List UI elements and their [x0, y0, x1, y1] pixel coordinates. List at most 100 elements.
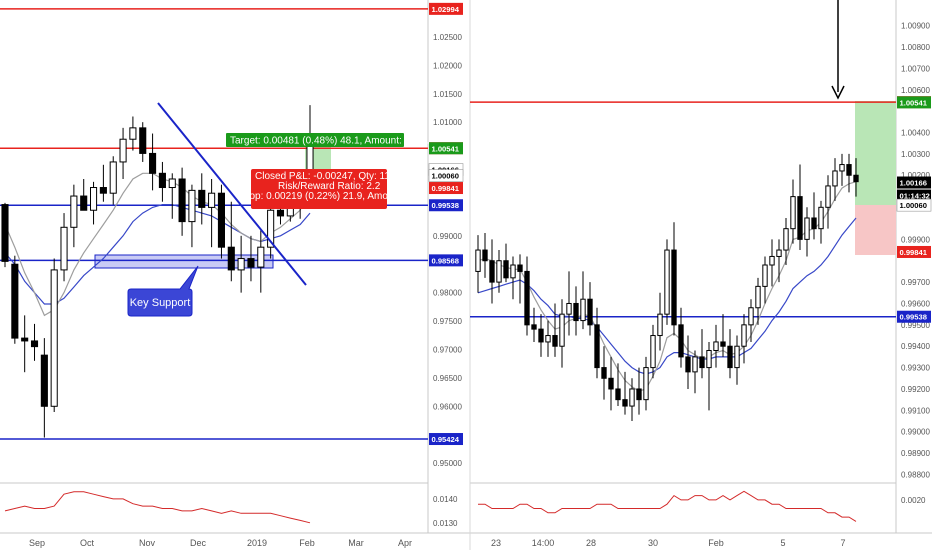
left-price-pane[interactable] — [0, 0, 428, 483]
candle[interactable] — [741, 314, 747, 364]
price-tag-support[interactable]: 0.95424 — [429, 433, 463, 446]
candle[interactable] — [89, 181, 98, 225]
price-tag-current[interactable]: 1.00166 — [897, 176, 931, 189]
candle[interactable] — [482, 232, 488, 278]
indicator-series[interactable] — [4, 491, 311, 524]
candle[interactable] — [21, 315, 29, 373]
candle[interactable] — [109, 156, 117, 205]
candle[interactable] — [699, 329, 705, 379]
candle[interactable] — [713, 324, 719, 368]
candle[interactable] — [818, 200, 824, 244]
candle[interactable] — [825, 175, 831, 229]
candle[interactable] — [227, 201, 235, 282]
candle[interactable] — [237, 235, 245, 293]
candle[interactable] — [685, 335, 691, 389]
candle[interactable] — [608, 356, 614, 411]
candle[interactable] — [247, 235, 255, 282]
key-support-shaded-area[interactable] — [94, 254, 274, 269]
candle[interactable] — [496, 250, 502, 293]
candle[interactable] — [832, 158, 838, 201]
candle[interactable] — [510, 256, 516, 300]
candle[interactable] — [566, 271, 572, 336]
candle[interactable] — [748, 299, 754, 342]
candle[interactable] — [811, 192, 817, 240]
candle[interactable] — [545, 320, 551, 357]
candle[interactable] — [755, 277, 761, 325]
candle[interactable] — [797, 164, 803, 251]
candle[interactable] — [720, 314, 726, 357]
candle[interactable] — [783, 217, 789, 266]
left-indicator-pane[interactable] — [0, 483, 428, 533]
candle[interactable] — [643, 356, 649, 411]
candle[interactable] — [149, 133, 157, 191]
candle[interactable] — [531, 307, 537, 342]
key-support-callout[interactable]: Key Support — [127, 265, 199, 317]
candle[interactable] — [168, 173, 176, 219]
down-arrow[interactable] — [831, 0, 845, 100]
candle[interactable] — [678, 307, 684, 368]
candle[interactable] — [475, 235, 481, 293]
candle[interactable] — [846, 153, 852, 193]
candle[interactable] — [503, 243, 509, 283]
candle[interactable] — [664, 239, 670, 325]
candle[interactable] — [762, 256, 768, 304]
candle[interactable] — [650, 324, 656, 379]
candle[interactable] — [1, 202, 9, 268]
candle[interactable] — [839, 153, 845, 186]
candle[interactable] — [188, 184, 196, 248]
candle[interactable] — [790, 179, 796, 244]
candle[interactable] — [178, 167, 186, 236]
candle[interactable] — [119, 127, 127, 179]
candle[interactable] — [734, 335, 740, 385]
price-tag-target[interactable]: 1.00541 — [429, 142, 463, 155]
candle[interactable] — [30, 323, 39, 361]
candle[interactable] — [524, 256, 530, 336]
price-tag-neutral[interactable]: 1.00060 — [896, 198, 932, 212]
candle[interactable] — [601, 346, 607, 400]
stop-label[interactable]: Stop: 0.00219 (0.22%) 21.9, Amount: 750 — [240, 191, 424, 202]
candle[interactable] — [573, 286, 579, 336]
price-tag-support[interactable]: 0.99538 — [897, 310, 931, 323]
key-support-box[interactable] — [94, 254, 274, 269]
candle[interactable] — [60, 213, 68, 282]
candle[interactable] — [776, 239, 782, 283]
candle[interactable] — [671, 222, 677, 336]
candle[interactable] — [769, 239, 775, 287]
candle[interactable] — [267, 201, 275, 259]
candle[interactable] — [629, 378, 635, 422]
candle[interactable] — [11, 255, 19, 344]
left-time-axis[interactable]: Sep Oct Nov Dec 2019 Feb Mar Apr — [29, 538, 412, 548]
candle[interactable] — [692, 350, 698, 394]
candle[interactable] — [80, 178, 88, 211]
candle[interactable] — [594, 307, 600, 379]
moving-average-slow[interactable] — [477, 217, 857, 375]
right-stop-zone[interactable] — [855, 205, 896, 255]
right-time-axis[interactable]: 23 14:00 28 30 Feb 5 7 — [491, 538, 846, 548]
price-tag-stop[interactable]: 0.99841 — [429, 182, 463, 195]
candle[interactable] — [706, 341, 712, 411]
descending-trendline[interactable] — [157, 102, 307, 286]
candle[interactable] — [489, 239, 495, 304]
candle[interactable] — [40, 338, 48, 438]
candle[interactable] — [208, 178, 216, 248]
key-support-callout-bubble[interactable] — [127, 265, 199, 317]
candle[interactable] — [129, 116, 137, 151]
candle[interactable] — [517, 254, 523, 304]
candle[interactable] — [727, 329, 733, 379]
candle[interactable] — [50, 258, 58, 412]
price-tag-resistance[interactable]: 1.02994 — [429, 2, 463, 15]
risk-reward-label[interactable]: Risk/Reward Ratio: 2.2 — [278, 181, 381, 192]
candle[interactable] — [587, 282, 593, 336]
right-target-zone[interactable] — [855, 101, 896, 205]
candle[interactable] — [636, 367, 642, 415]
candle[interactable] — [853, 158, 859, 197]
indicator-series[interactable] — [478, 490, 857, 522]
price-tag-target[interactable]: 1.00541 — [897, 96, 931, 109]
candle[interactable] — [257, 230, 265, 293]
candle[interactable] — [657, 292, 663, 351]
candle[interactable] — [139, 122, 147, 162]
candle[interactable] — [99, 164, 107, 202]
candle[interactable] — [804, 207, 810, 257]
candle[interactable] — [217, 184, 226, 259]
price-tag-support[interactable]: 0.98568 — [429, 254, 463, 267]
